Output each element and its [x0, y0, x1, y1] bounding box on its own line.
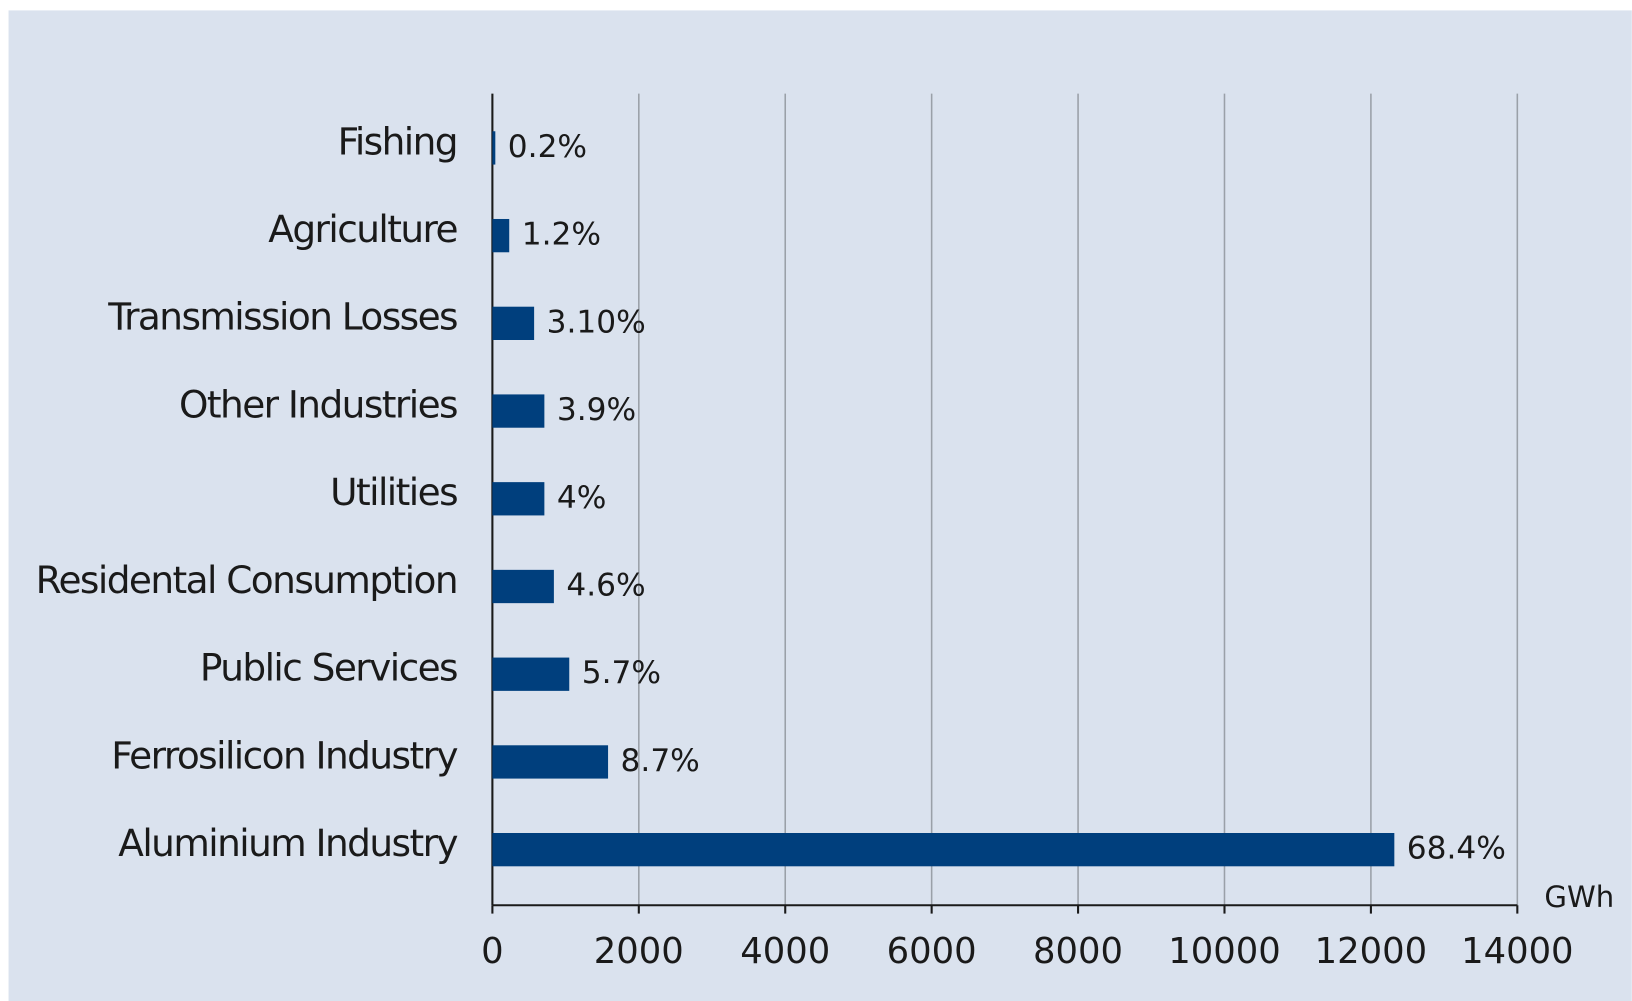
- category-label: Ferrosilicon Industry: [111, 733, 458, 777]
- value-label: 5.7%: [582, 655, 661, 691]
- category-label: Agriculture: [268, 207, 457, 251]
- x-tick-label: 8000: [1033, 931, 1123, 972]
- bar: [492, 657, 570, 691]
- value-label: 68.4%: [1407, 831, 1506, 867]
- category-label: Public Services: [200, 646, 457, 690]
- value-label: 3.10%: [547, 304, 646, 340]
- category-label: Utilities: [330, 470, 457, 514]
- bar: [492, 131, 496, 165]
- bar: [492, 394, 545, 428]
- category-label: Aluminium Industry: [118, 821, 458, 865]
- value-label: 1.2%: [522, 217, 601, 253]
- bar: [492, 218, 510, 253]
- x-tick-label: 14000: [1461, 931, 1573, 972]
- value-label: 3.9%: [557, 392, 636, 428]
- category-label: Fishing: [338, 119, 457, 163]
- x-axis-unit: GWh: [1544, 880, 1614, 914]
- value-label: 4.6%: [566, 568, 645, 604]
- x-tick-label: 6000: [887, 931, 977, 972]
- bar: [492, 833, 1395, 867]
- bar: [492, 745, 609, 779]
- bar: [492, 569, 554, 604]
- value-label: 8.7%: [621, 743, 700, 779]
- bar: [492, 306, 535, 340]
- x-tick-label: 2000: [594, 931, 684, 972]
- x-tick-label: 12000: [1315, 931, 1427, 972]
- x-tick-label: 4000: [740, 931, 830, 972]
- value-label: 0.2%: [508, 129, 587, 165]
- value-label: 4%: [557, 480, 607, 516]
- category-label: Other Industries: [179, 382, 457, 426]
- x-tick-label: 10000: [1168, 931, 1280, 972]
- bar: [492, 482, 545, 516]
- category-label: Residental Consumption: [36, 558, 457, 602]
- category-label: Transmission Losses: [107, 295, 457, 339]
- x-tick-label: 0: [481, 931, 504, 972]
